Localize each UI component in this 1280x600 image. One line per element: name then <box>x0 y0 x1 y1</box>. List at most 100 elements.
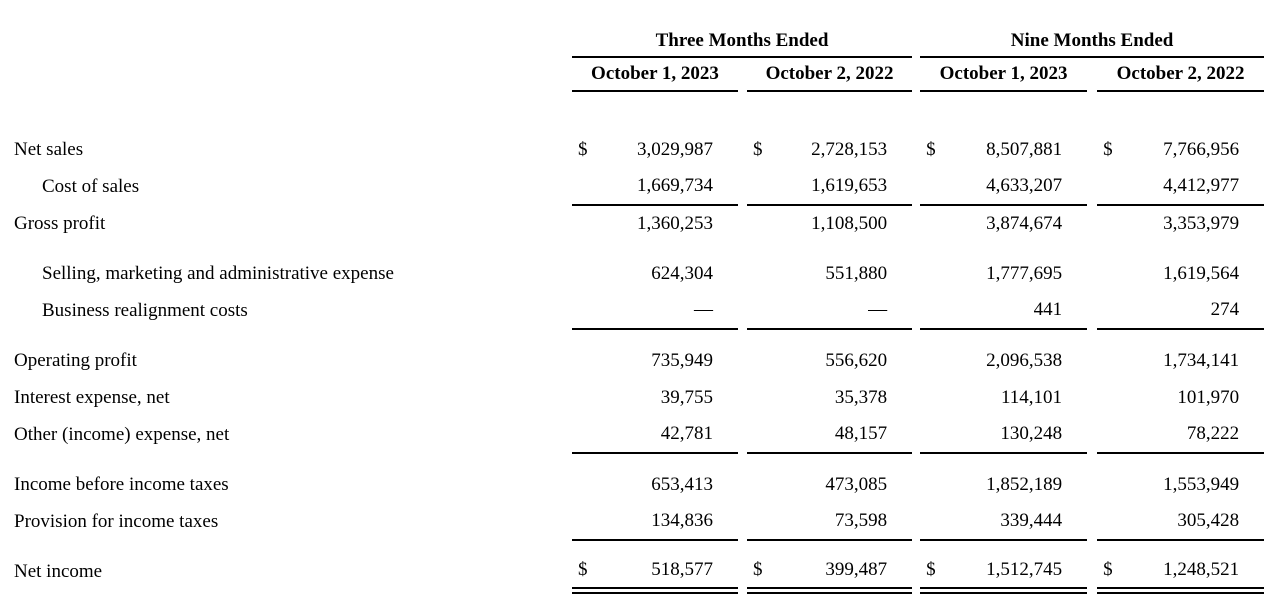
group-gap <box>912 342 920 379</box>
column-gap <box>738 466 747 503</box>
value-cell: 1,553,949 <box>1163 473 1240 495</box>
value-cell: 274 <box>1123 292 1265 330</box>
period-group-header-nine-months: Nine Months Ended <box>920 26 1265 58</box>
right-margin <box>1264 466 1280 503</box>
date-column-header-4: October 2, 2022 <box>1097 57 1265 92</box>
currency-cell <box>572 466 598 503</box>
group-gap <box>912 416 920 453</box>
group-gap <box>912 292 920 329</box>
right-margin <box>1264 168 1280 205</box>
currency-cell <box>572 503 598 541</box>
column-gap <box>738 503 747 540</box>
currency-symbol: $ <box>572 553 598 594</box>
currency-cell <box>1097 255 1123 292</box>
currency-cell <box>747 416 773 454</box>
column-gap <box>1087 342 1097 379</box>
spacer-row <box>0 242 1280 255</box>
value-cell: — <box>598 292 738 330</box>
group-gap <box>912 57 920 91</box>
value-cell: 3,029,987 <box>637 138 713 160</box>
group-gap <box>912 466 920 503</box>
currency-cell <box>1097 416 1124 454</box>
value-cell: 1,852,189 <box>986 473 1063 495</box>
right-margin <box>1264 131 1280 168</box>
table-row-sma-expense: Selling, marketing and administrative ex… <box>0 255 1280 292</box>
currency-cell <box>1097 292 1124 330</box>
column-gap <box>738 379 747 416</box>
value-cell: 1,619,653 <box>773 168 913 206</box>
currency-cell <box>1097 466 1123 503</box>
column-gap <box>738 57 747 91</box>
right-margin <box>1264 503 1280 540</box>
value-cell: 2,728,153 <box>811 138 888 160</box>
row-label: Provision for income taxes <box>14 510 219 532</box>
column-gap <box>738 416 747 453</box>
currency-cell <box>747 342 773 379</box>
right-margin <box>1264 57 1280 91</box>
currency-cell <box>572 205 598 242</box>
value-cell: 518,577 <box>598 553 738 594</box>
value-cell: 556,620 <box>825 349 888 371</box>
value-cell: 4,412,977 <box>1123 168 1265 206</box>
value-cell: 1,669,734 <box>598 168 738 206</box>
currency-cell <box>920 466 946 503</box>
value-cell: 39,755 <box>660 386 713 408</box>
currency-cell <box>747 255 773 292</box>
row-label: Operating profit <box>14 349 137 371</box>
value-cell: — <box>773 292 913 330</box>
column-gap <box>1087 168 1097 205</box>
currency-cell <box>920 503 947 541</box>
value-cell: 1,360,253 <box>637 213 713 234</box>
header-spacer <box>0 26 572 57</box>
value-cell: 624,304 <box>651 262 713 284</box>
group-gap <box>912 168 920 205</box>
currency-cell <box>920 342 946 379</box>
row-label: Net income <box>14 560 103 582</box>
currency-cell <box>1097 205 1123 242</box>
value-cell: 305,428 <box>1123 503 1265 541</box>
currency-cell <box>920 416 947 454</box>
currency-cell <box>920 292 947 330</box>
table-row-business-realignment: Business realignment costs — — 441 274 <box>0 292 1280 330</box>
table-row-other-income-expense: Other (income) expense, net 42,781 48,15… <box>0 416 1280 454</box>
value-cell: 339,444 <box>946 503 1088 541</box>
currency-cell <box>572 168 598 206</box>
value-cell: 35,378 <box>834 386 888 408</box>
value-cell: 42,781 <box>598 416 738 454</box>
column-gap <box>1087 503 1097 540</box>
date-column-header-2: October 2, 2022 <box>747 57 913 92</box>
currency-cell <box>920 255 946 292</box>
value-cell: 48,157 <box>773 416 913 454</box>
currency-cell <box>747 292 773 330</box>
value-cell: 735,949 <box>651 349 713 371</box>
currency-cell <box>747 379 773 416</box>
value-cell: 473,085 <box>825 473 888 495</box>
group-gap <box>912 255 920 292</box>
value-cell: 1,777,695 <box>986 262 1063 284</box>
currency-cell <box>572 342 598 379</box>
currency-symbol: $ <box>926 138 936 160</box>
column-gap <box>738 553 747 590</box>
currency-cell <box>920 205 946 242</box>
currency-cell <box>572 255 598 292</box>
currency-cell <box>1097 168 1124 206</box>
spacer-row <box>0 540 1280 553</box>
row-label: Other (income) expense, net <box>14 423 230 445</box>
value-cell: 3,353,979 <box>1163 213 1240 234</box>
value-cell: 4,633,207 <box>946 168 1088 206</box>
currency-symbol: $ <box>1097 553 1124 594</box>
value-cell: 551,880 <box>825 262 888 284</box>
table-row-net-sales: Net sales $ 3,029,987 $ 2,728,153 $ 8,50… <box>0 131 1280 168</box>
right-margin <box>1264 416 1280 453</box>
column-gap <box>1087 416 1097 453</box>
right-margin <box>1264 255 1280 292</box>
row-label: Income before income taxes <box>14 473 229 495</box>
value-cell: 399,487 <box>773 553 913 594</box>
column-gap <box>1087 292 1097 329</box>
value-cell: 2,096,538 <box>986 349 1063 371</box>
table-row-net-income: Net income $ 518,577 $ 399,487 $ 1,512,7… <box>0 553 1280 594</box>
group-gap <box>912 379 920 416</box>
currency-cell <box>1097 342 1123 379</box>
period-group-header-row: Three Months Ended Nine Months Ended <box>0 26 1280 58</box>
period-group-header-three-months: Three Months Ended <box>572 26 913 58</box>
